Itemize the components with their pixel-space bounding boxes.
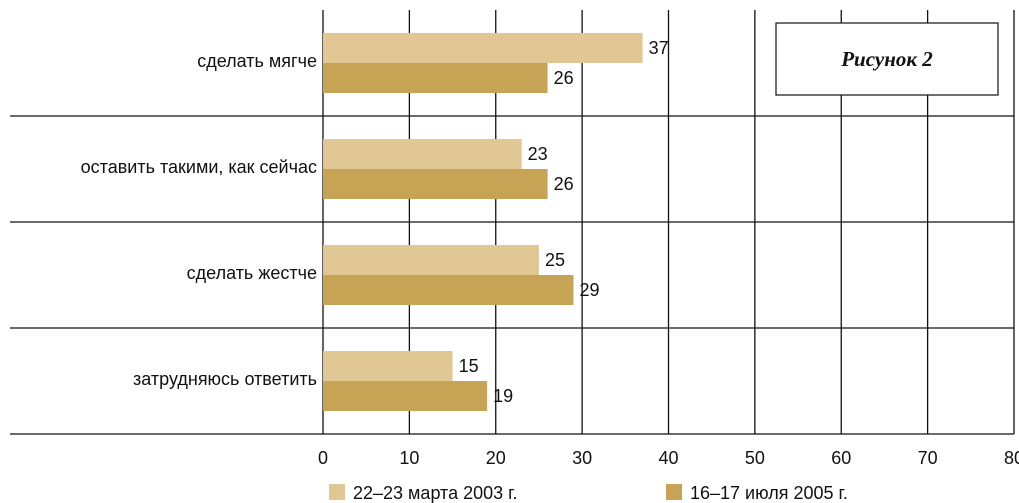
data-label: 25 bbox=[545, 250, 565, 270]
legend-swatch-1 bbox=[329, 484, 345, 500]
bar-series-1 bbox=[323, 139, 522, 169]
x-tick-label: 10 bbox=[399, 448, 419, 468]
x-tick-label: 70 bbox=[918, 448, 938, 468]
figure-label-box: Рисунок 2 bbox=[775, 22, 999, 96]
data-label: 26 bbox=[554, 68, 574, 88]
bar-series-2 bbox=[323, 275, 574, 305]
x-tick-label: 0 bbox=[318, 448, 328, 468]
x-tick-label: 50 bbox=[745, 448, 765, 468]
legend-swatch-2 bbox=[666, 484, 682, 500]
category-label: сделать мягче bbox=[197, 51, 317, 71]
data-label: 23 bbox=[528, 144, 548, 164]
labels: 0 10 20 30 40 50 60 70 80 сделать мягче 37 26 остави… bbox=[81, 38, 1019, 468]
bar-series-1 bbox=[323, 245, 539, 275]
x-tick-label: 60 bbox=[831, 448, 851, 468]
legend: 22–23 марта 2003 г. 16–17 июля 2005 г. bbox=[329, 483, 848, 503]
x-tick-label: 30 bbox=[572, 448, 592, 468]
x-tick-label: 40 bbox=[658, 448, 678, 468]
figure-label: Рисунок 2 bbox=[840, 47, 933, 71]
x-tick-label: 80 bbox=[1004, 448, 1019, 468]
bar-series-1 bbox=[323, 33, 643, 63]
bar-series-2 bbox=[323, 63, 548, 93]
x-tick-label: 20 bbox=[486, 448, 506, 468]
data-label: 26 bbox=[554, 174, 574, 194]
category-label: оставить такими, как сейчас bbox=[81, 157, 317, 177]
legend-label-1: 22–23 марта 2003 г. bbox=[353, 483, 518, 503]
legend-label-2: 16–17 июля 2005 г. bbox=[690, 483, 848, 503]
bar-series-2 bbox=[323, 381, 488, 411]
data-label: 29 bbox=[579, 280, 599, 300]
bar-series-1 bbox=[323, 351, 453, 381]
bars bbox=[323, 33, 643, 411]
data-label: 19 bbox=[493, 386, 513, 406]
category-label: затрудняюсь ответить bbox=[133, 369, 317, 389]
data-label: 15 bbox=[459, 356, 479, 376]
category-label: сделать жестче bbox=[187, 263, 317, 283]
bar-series-2 bbox=[323, 169, 548, 199]
grid-layer bbox=[10, 10, 1015, 435]
figure-label-frame bbox=[775, 22, 999, 96]
data-label: 37 bbox=[649, 38, 669, 58]
